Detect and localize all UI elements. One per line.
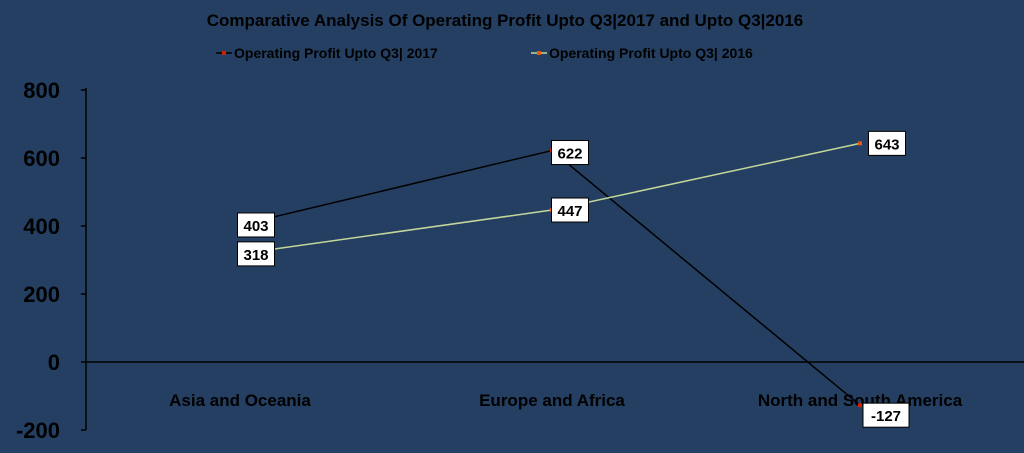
x-axis-ticks: Asia and Oceania Europe and Africa North a… bbox=[169, 391, 963, 410]
y-tick-label: 200 bbox=[23, 282, 60, 307]
data-label-box bbox=[862, 402, 910, 428]
y-tick-label: 800 bbox=[23, 78, 60, 103]
y-tick-label: -200 bbox=[16, 418, 60, 443]
x-tick-label: North and South America bbox=[758, 391, 963, 410]
y-tick-label: 400 bbox=[23, 214, 60, 239]
data-point bbox=[858, 141, 862, 146]
data-label-box bbox=[868, 130, 906, 156]
x-tick-label: Asia and Oceania bbox=[169, 391, 311, 410]
data-label: 622 bbox=[557, 146, 582, 163]
y-tick-label: 0 bbox=[48, 350, 60, 375]
data-label: 643 bbox=[874, 136, 899, 153]
y-tick-label: 600 bbox=[23, 146, 60, 171]
y-axis-ticks: 800 600 400 200 0 -200 bbox=[16, 78, 86, 443]
legend-item-2016: Operating Profit Upto Q3| 2016 bbox=[531, 45, 753, 61]
legend-marker-2017 bbox=[222, 51, 226, 55]
legend-marker-2016 bbox=[537, 51, 541, 55]
chart-title: Comparative Analysis Of Operating Profit… bbox=[207, 11, 803, 30]
data-label: -127 bbox=[871, 408, 901, 425]
data-label: 447 bbox=[557, 203, 582, 220]
legend-item-2017: Operating Profit Upto Q3| 2017 bbox=[216, 45, 438, 61]
legend-label-2016: Operating Profit Upto Q3| 2016 bbox=[549, 45, 753, 61]
data-label-box bbox=[237, 212, 275, 238]
legend-label-2017: Operating Profit Upto Q3| 2017 bbox=[234, 45, 438, 61]
legend: Operating Profit Upto Q3| 2017 Operating… bbox=[216, 45, 753, 61]
data-label-box bbox=[551, 197, 589, 223]
data-labels-layer: 403 622 -127 318 447 643 bbox=[237, 130, 910, 428]
x-tick-label: Europe and Africa bbox=[479, 391, 625, 410]
data-label: 318 bbox=[243, 247, 268, 264]
data-label-box bbox=[551, 140, 589, 166]
data-point bbox=[858, 403, 862, 408]
data-label-box bbox=[237, 241, 275, 267]
data-label: 403 bbox=[243, 218, 268, 235]
